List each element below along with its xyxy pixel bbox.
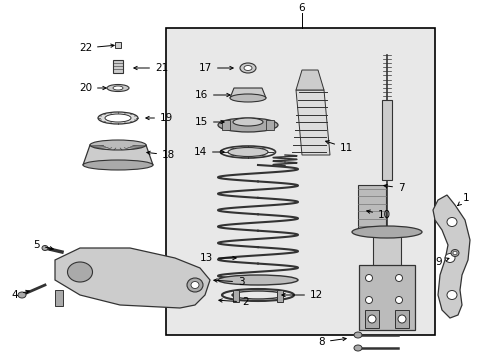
- Ellipse shape: [113, 86, 123, 90]
- Bar: [55, 290, 63, 306]
- Bar: [222, 120, 229, 130]
- Ellipse shape: [365, 297, 372, 303]
- Ellipse shape: [229, 94, 265, 102]
- Ellipse shape: [452, 251, 456, 255]
- Ellipse shape: [107, 85, 129, 91]
- Text: 10: 10: [366, 210, 390, 220]
- Text: 20: 20: [79, 83, 106, 93]
- Bar: [115, 42, 121, 48]
- Ellipse shape: [240, 63, 256, 73]
- Ellipse shape: [42, 246, 48, 251]
- Bar: [165, 28, 434, 335]
- Ellipse shape: [105, 114, 131, 122]
- Ellipse shape: [83, 160, 153, 170]
- Text: 8: 8: [318, 337, 346, 347]
- Text: 9: 9: [434, 257, 448, 267]
- Bar: [381, 100, 391, 180]
- Text: 4: 4: [11, 290, 29, 300]
- Text: 19: 19: [145, 113, 173, 123]
- Text: 17: 17: [198, 63, 233, 73]
- Ellipse shape: [446, 291, 456, 300]
- Bar: [394, 310, 408, 328]
- Ellipse shape: [395, 274, 402, 282]
- Bar: [357, 185, 385, 230]
- Bar: [113, 60, 123, 73]
- Text: 18: 18: [146, 150, 175, 160]
- Text: 6: 6: [298, 3, 305, 13]
- Ellipse shape: [186, 278, 203, 292]
- Text: 12: 12: [281, 290, 323, 300]
- Text: 22: 22: [79, 43, 114, 53]
- Ellipse shape: [395, 297, 402, 303]
- Ellipse shape: [444, 253, 454, 262]
- Text: 7: 7: [383, 183, 404, 193]
- Text: 21: 21: [134, 63, 168, 73]
- Text: 11: 11: [325, 141, 352, 153]
- Bar: [364, 310, 378, 328]
- Text: 5: 5: [33, 240, 53, 250]
- Bar: [372, 230, 400, 320]
- Text: 13: 13: [199, 253, 236, 263]
- Ellipse shape: [365, 315, 372, 321]
- Ellipse shape: [90, 140, 146, 150]
- Text: 15: 15: [194, 117, 224, 127]
- Bar: [276, 290, 283, 302]
- Ellipse shape: [353, 345, 361, 351]
- Ellipse shape: [395, 315, 402, 321]
- Polygon shape: [229, 88, 265, 98]
- Ellipse shape: [67, 262, 92, 282]
- Polygon shape: [432, 195, 469, 318]
- Polygon shape: [295, 90, 329, 155]
- Ellipse shape: [232, 118, 263, 126]
- Ellipse shape: [353, 332, 361, 338]
- Ellipse shape: [351, 226, 421, 238]
- Text: 1: 1: [457, 193, 468, 206]
- Ellipse shape: [218, 275, 297, 285]
- Ellipse shape: [218, 118, 278, 132]
- Polygon shape: [83, 145, 153, 165]
- Polygon shape: [55, 248, 209, 308]
- Ellipse shape: [244, 66, 251, 71]
- Text: 3: 3: [213, 277, 244, 287]
- Ellipse shape: [450, 249, 458, 257]
- Ellipse shape: [367, 315, 375, 323]
- Ellipse shape: [227, 148, 267, 157]
- Text: 16: 16: [194, 90, 230, 100]
- Text: 14: 14: [193, 147, 224, 157]
- Ellipse shape: [18, 292, 26, 298]
- Polygon shape: [295, 70, 324, 90]
- Bar: [358, 265, 414, 330]
- Ellipse shape: [98, 112, 138, 124]
- Ellipse shape: [397, 315, 405, 323]
- Bar: [265, 120, 273, 130]
- Ellipse shape: [191, 282, 199, 288]
- Ellipse shape: [365, 274, 372, 282]
- Ellipse shape: [446, 217, 456, 226]
- Text: 2: 2: [219, 297, 248, 307]
- Bar: [232, 290, 239, 302]
